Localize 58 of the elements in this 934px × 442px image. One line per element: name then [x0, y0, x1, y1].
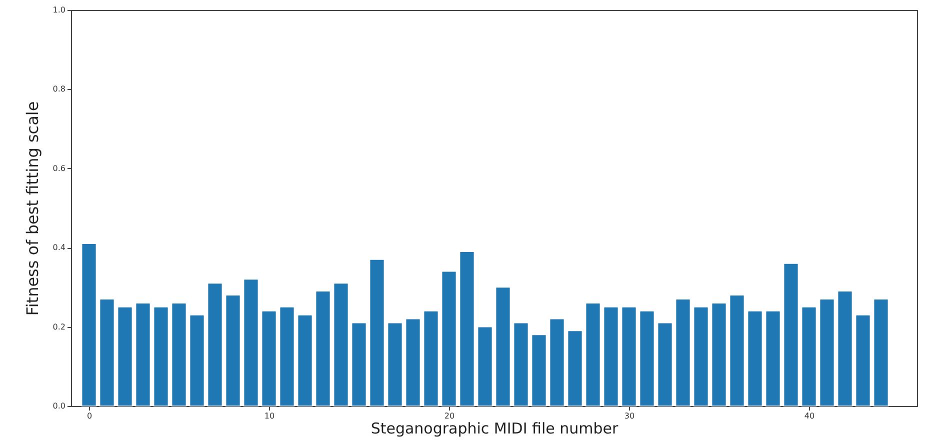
bar	[495, 286, 511, 406]
bar	[207, 282, 223, 406]
bar	[729, 294, 745, 406]
bar	[333, 282, 349, 406]
bar	[423, 310, 439, 406]
bar	[531, 334, 547, 406]
bar	[783, 263, 799, 406]
x-tick-label: 0	[86, 412, 92, 420]
y-tick-label: 0.2	[52, 322, 66, 332]
bar	[747, 310, 763, 406]
bar	[513, 322, 529, 406]
bar	[117, 306, 133, 406]
y-tick-label: 0.8	[52, 84, 66, 94]
bar	[351, 322, 367, 406]
bar	[639, 310, 655, 406]
bar	[171, 302, 187, 406]
bar	[801, 306, 817, 406]
bar	[585, 302, 601, 406]
bar	[441, 270, 457, 406]
y-tick-label: 0.6	[52, 164, 66, 173]
bar	[693, 306, 709, 406]
bar	[225, 294, 241, 406]
bar	[765, 310, 781, 406]
x-tick-label: 30	[624, 412, 635, 420]
bar	[315, 290, 331, 406]
bar	[387, 322, 403, 406]
bar	[855, 314, 871, 406]
bar	[657, 322, 673, 406]
bar	[675, 298, 691, 406]
bar	[243, 278, 259, 406]
bar	[711, 302, 727, 406]
bar	[405, 318, 421, 406]
bar	[81, 243, 97, 406]
x-tick-label: 20	[444, 412, 455, 420]
y-tick-label: 0.0	[52, 402, 66, 410]
bar	[99, 298, 115, 406]
bar	[459, 251, 475, 406]
y-tick-label: 0.4	[52, 243, 66, 252]
bar	[477, 326, 493, 406]
bar	[549, 318, 565, 406]
x-tick-label: 40	[804, 412, 815, 420]
bar	[261, 310, 277, 406]
bar	[369, 259, 385, 406]
bar	[189, 314, 205, 406]
bar	[819, 298, 835, 406]
bar	[297, 314, 313, 406]
x-axis-title: Steganographic MIDI file number	[370, 420, 620, 438]
bar	[603, 306, 619, 406]
x-tick-label: 10	[264, 412, 275, 420]
bar	[135, 302, 151, 406]
bar	[621, 306, 637, 406]
y-axis-title: Fitness of best fitting scale	[22, 101, 42, 316]
bar	[279, 306, 295, 406]
bar	[153, 306, 169, 406]
bar	[873, 298, 889, 406]
bar	[837, 290, 853, 406]
y-tick-label: 1.0	[52, 6, 66, 14]
bar	[567, 330, 583, 406]
